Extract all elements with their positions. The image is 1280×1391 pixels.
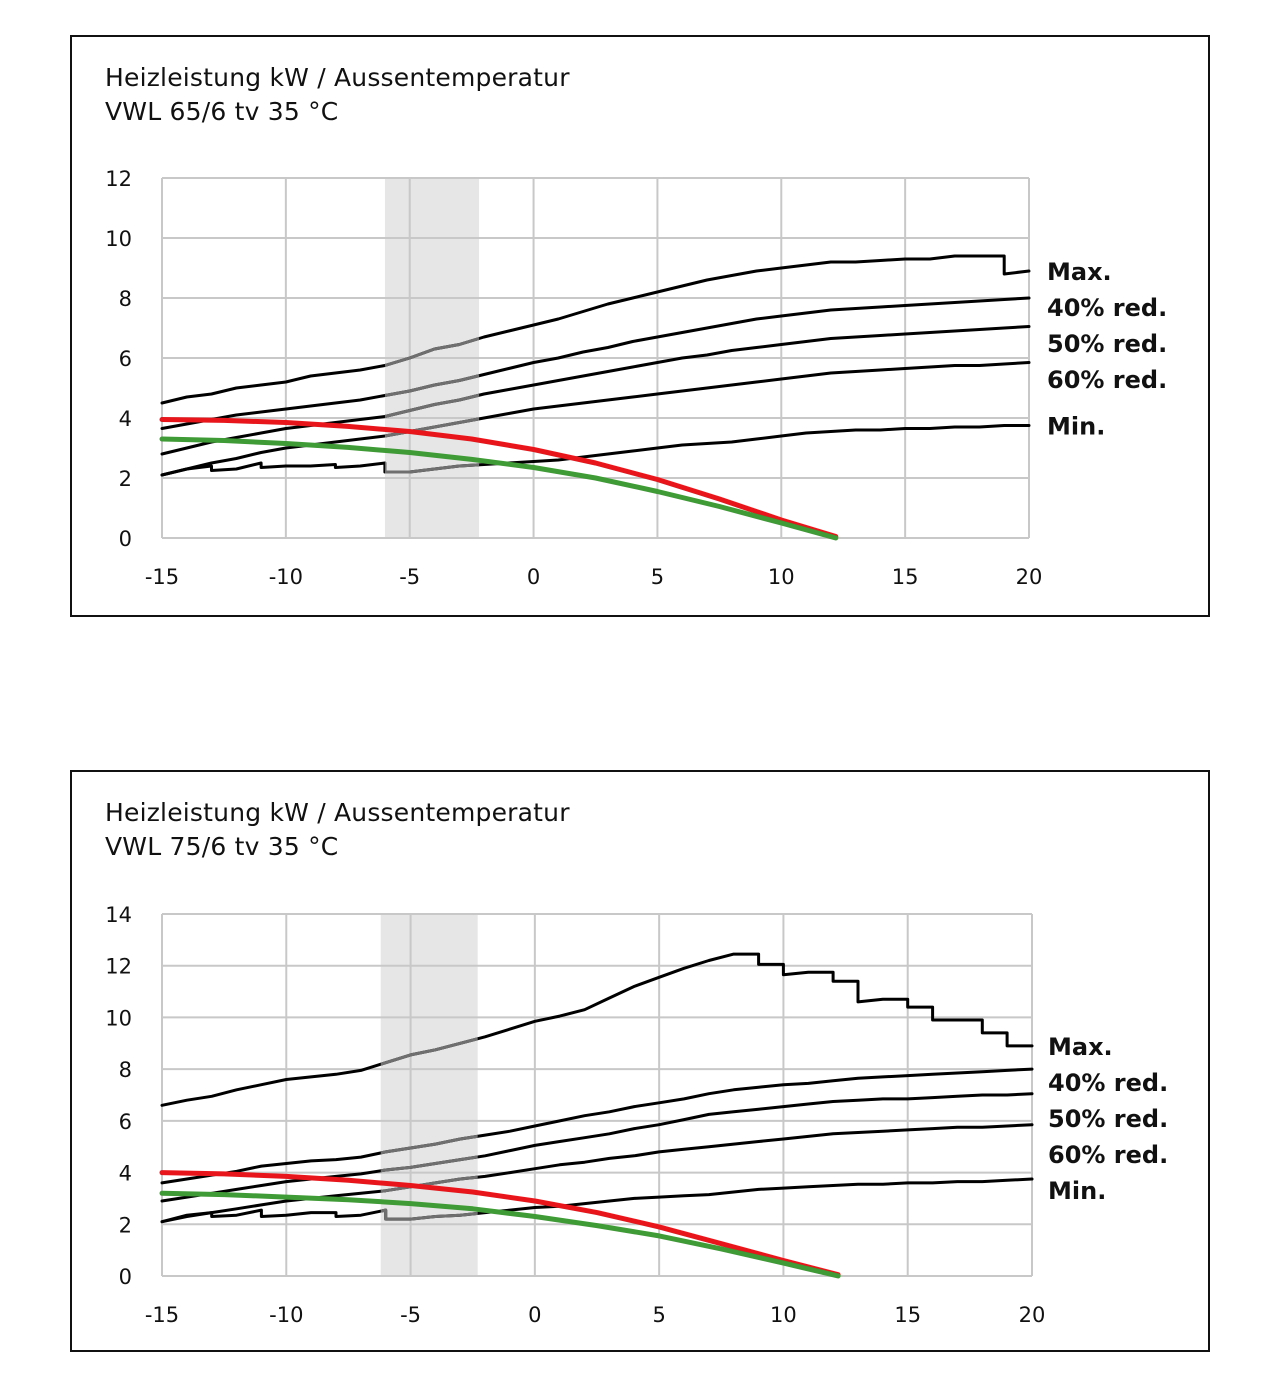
x-tick-label: -5 — [400, 1303, 421, 1327]
y-tick-label: 10 — [105, 1006, 132, 1030]
x-tick-label: -5 — [399, 565, 420, 589]
x-tick-label: -10 — [269, 1303, 303, 1327]
series-line-min-in-band — [384, 461, 480, 474]
y-tick-label: 2 — [119, 467, 132, 491]
y-tick-label: 10 — [105, 227, 132, 251]
y-tick-label: 14 — [105, 903, 132, 927]
series-line-min — [160, 1177, 1034, 1224]
line-chart-vwl-65: -15 -10 -5 0 5 10 15 20 0 2 4 6 8 10 12 Max. 40% red. 50%… — [105, 167, 1167, 589]
series-label-max: Max. — [1048, 1033, 1113, 1061]
y-tick-label: 12 — [105, 955, 132, 979]
green-curve-line — [159, 1190, 841, 1279]
series-label-min: Min. — [1047, 413, 1105, 441]
chart-title: Heizleistung kW / Aussentemperatur — [105, 798, 570, 827]
y-tick-label: 0 — [119, 527, 132, 551]
y-tick-label: 0 — [119, 1265, 132, 1289]
x-tick-label: -10 — [269, 565, 303, 589]
x-tick-label: 0 — [527, 565, 540, 589]
chart-subtitle: VWL 65/6 tv 35 °C — [105, 97, 339, 126]
x-tick-label: 5 — [651, 565, 664, 589]
x-tick-label: 5 — [652, 1303, 665, 1327]
x-tick-label: -15 — [145, 1303, 179, 1327]
series-label-50-red: 50% red. — [1048, 1105, 1168, 1133]
y-tick-label: 8 — [119, 287, 132, 311]
x-tick-label: 20 — [1019, 1303, 1046, 1327]
x-tick-label: 15 — [892, 565, 919, 589]
y-tick-label: 6 — [119, 1110, 132, 1134]
series-label-60-red: 60% red. — [1047, 366, 1167, 394]
series-line-50-red — [160, 325, 1031, 456]
series-label-60-red: 60% red. — [1048, 1141, 1168, 1169]
x-tick-label: 15 — [894, 1303, 921, 1327]
series-label-40-red: 40% red. — [1047, 294, 1167, 322]
series-line-50-red — [160, 1092, 1034, 1203]
x-tick-label: 0 — [528, 1303, 541, 1327]
series-label-max: Max. — [1047, 258, 1112, 286]
x-tick-label: 10 — [770, 1303, 797, 1327]
chart-title-block: Heizleistung kW / Aussentemperatur VWL 6… — [105, 61, 570, 129]
series-line-50-red-in-band — [384, 393, 480, 419]
chart-title-block: Heizleistung kW / Aussentemperatur VWL 7… — [105, 796, 570, 864]
series-line-max-in-band — [380, 1037, 478, 1066]
red-curve-line — [159, 417, 839, 539]
line-chart-vwl-75: -15 -10 -5 0 5 10 15 20 0 2 4 6 8 10 12 14 Max. 40% red. 5… — [105, 903, 1168, 1327]
series-label-min: Min. — [1048, 1177, 1106, 1205]
y-tick-label: 4 — [119, 1162, 132, 1186]
x-tick-label: 10 — [768, 565, 795, 589]
series-line-50-red-in-band — [380, 1155, 478, 1173]
y-tick-label: 2 — [119, 1213, 132, 1237]
y-tick-label: 4 — [119, 407, 132, 431]
x-tick-label: -15 — [145, 565, 179, 589]
chart-title: Heizleistung kW / Aussentemperatur — [105, 63, 570, 92]
chart-panel-vwl-75: Heizleistung kW / Aussentemperatur VWL 7… — [70, 770, 1210, 1352]
y-tick-label: 8 — [119, 1058, 132, 1082]
series-line-max — [160, 952, 1034, 1107]
series-line-40-red — [160, 1067, 1034, 1185]
series-label-40-red: 40% red. — [1048, 1069, 1168, 1097]
y-tick-label: 12 — [105, 167, 132, 191]
series-line-40-red-in-band — [380, 1134, 478, 1155]
red-curve-line — [159, 1170, 841, 1278]
y-tick-label: 6 — [119, 347, 132, 371]
series-line-min — [160, 424, 1031, 477]
x-tick-label: 20 — [1016, 565, 1043, 589]
chart-panel-vwl-65: Heizleistung kW / Aussentemperatur VWL 6… — [70, 35, 1210, 617]
chart-subtitle: VWL 75/6 tv 35 °C — [105, 832, 339, 861]
shaded-temperature-band — [380, 914, 478, 1276]
series-line-max — [160, 254, 1031, 405]
series-line-40-red — [160, 296, 1031, 430]
series-label-50-red: 50% red. — [1047, 330, 1167, 358]
green-curve-line — [159, 436, 839, 541]
